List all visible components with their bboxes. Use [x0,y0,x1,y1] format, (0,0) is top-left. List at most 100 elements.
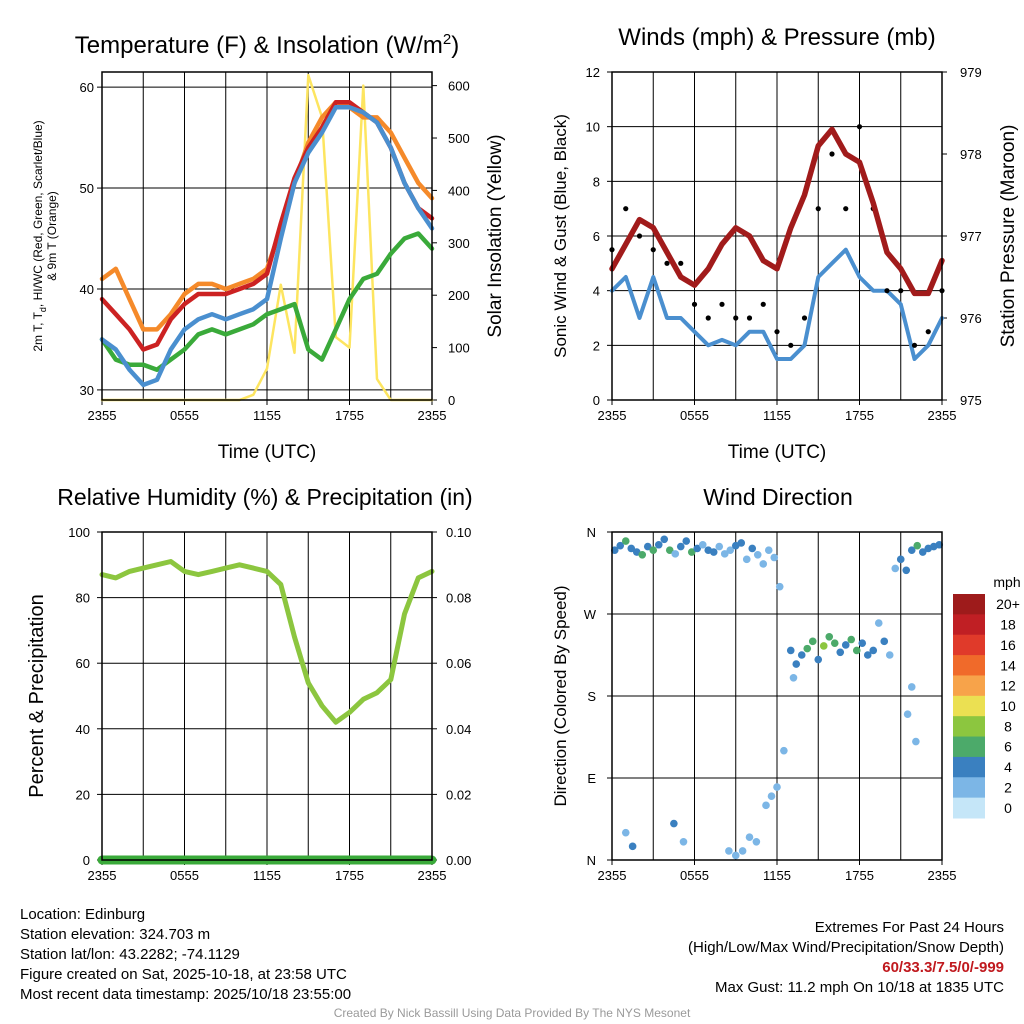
rh-x-tick-label: 0555 [170,868,199,883]
direction-point [616,541,625,550]
temp-left-tick-label: 50 [80,181,94,196]
rh-right-tick-label: 0.04 [446,722,471,737]
rh-right-tick-label: 0.00 [446,853,471,868]
direction-point [902,566,911,575]
direction-point [789,673,798,682]
wind-gust-point [801,315,808,321]
direction-point [753,550,762,559]
temp-right-ylabel-group: Solar Insolation (Yellow) [485,134,506,337]
legend-swatch [953,736,985,758]
direction-point [770,553,779,562]
direction-point [847,635,856,644]
temp-x-tick-label: 1755 [335,408,364,423]
legend-label: 0 [1004,800,1012,816]
wind-right-tick-label: 976 [960,311,982,326]
speed-color-legend: mph 20+ 18 16 14 12 10 8 6 4 2 0 [953,574,1021,819]
legend-swatch [953,695,985,717]
direction-point [891,564,900,573]
direction-point [885,651,894,659]
direction-point [670,819,678,828]
direction-point [836,648,845,657]
wind-gust-point [760,301,766,307]
wind-gust-point [774,329,780,335]
wind-gust-point [884,288,890,294]
temp-left-tick-label: 30 [80,383,94,398]
rh-right-tick-label: 0.02 [446,787,471,802]
direction-point [698,540,707,549]
wind-gust-point [843,206,849,212]
direction-point [748,544,757,553]
direction-point [621,828,630,837]
dir-x-tick-label: 1755 [845,868,874,883]
direction-point [858,639,867,647]
rh-chart-title: Relative Humidity (%) & Precipitation (i… [57,484,472,510]
direction-point [912,737,920,746]
direction-point [759,560,768,568]
wind-left-tick-label: 4 [593,284,600,299]
direction-point [792,660,801,668]
direction-point [880,637,889,646]
dir-x-tick-label: 2355 [928,868,957,883]
legend-swatch [953,756,985,778]
direction-point [780,746,788,755]
wind-left-tick-label: 2 [593,338,600,353]
temp-title-sup: 2 [443,31,451,48]
direction-point [913,541,922,550]
wind-gust-point [856,124,863,130]
direction-point [660,535,669,544]
direction-point [762,801,770,810]
wind-right-tick-label: 977 [960,229,982,244]
temp-ylabel-rest: , HI/WC (Red, Green, Scarlet/Blue) [31,120,45,307]
legend-label: 14 [1000,657,1016,673]
direction-point [628,842,637,851]
wind-gust-point [788,342,794,348]
dir-tick-label: N [587,853,596,868]
direction-point [643,542,652,551]
direction-point [715,542,724,551]
dir-x-tick-label: 2355 [598,868,627,883]
temp-ylabel-sub: d [38,307,48,312]
elevation-text: Station elevation: 324.703 m [20,926,211,943]
temp-right-tick-label: 600 [448,79,470,94]
recent-data-text: Most recent data timestamp: 2025/10/18 2… [20,986,352,1003]
rh-left-tick-label: 80 [76,591,90,606]
wind-gust-point [678,260,684,266]
temp-title-suffix: ) [451,32,459,59]
dir-tick-label: N [587,525,596,540]
direction-point [638,550,647,559]
direction-point [841,641,850,649]
rh-right-tick-label: 0.10 [446,525,471,540]
temp-x-axis-label: Time (UTC) [218,442,317,463]
direction-point [731,851,740,860]
temp-x-tick-label: 2355 [418,408,447,423]
rh-left-tick-label: 60 [76,656,90,671]
wind-gust-point [705,315,711,321]
max-gust-text: Max Gust: 11.2 mph On 10/18 at 1835 UTC [714,979,1004,996]
wind-gust-point [898,288,904,294]
credit-text: Created By Nick Bassill Using Data Provi… [333,1006,691,1020]
wind-gust-point [829,151,835,157]
legend-swatch [953,797,985,819]
direction-point [682,537,691,545]
temp-right-tick-label: 300 [448,236,470,251]
wind-left-tick-label: 8 [593,174,600,189]
rh-left-tick-label: 0 [83,853,90,868]
direction-point [907,546,916,555]
humidity-precipitation-chart: 0 20 40 60 80 100 0.00 0.02 0.04 0.06 0.08 0.10 2355… [26,484,473,883]
direction-point [610,546,619,555]
dir-tick-label: E [587,771,596,786]
direction-point [764,546,773,555]
direction-point [896,555,905,564]
temp-x-tick-label: 1155 [253,408,281,423]
direction-point [649,546,658,555]
dir-plot-frame [611,531,943,861]
legend-label: 2 [1004,779,1012,795]
latlon-text: Station lat/lon: 43.2282; -74.1129 [20,946,240,963]
wind-gust-point [815,206,821,212]
temp-chart-title: Temperature (F) & Insolation (W/m2) [75,31,459,59]
direction-point [825,632,834,641]
direction-point [935,540,944,549]
direction-point [797,651,806,659]
rh-left-ylabel-group: Percent & Precipitation [26,594,48,797]
